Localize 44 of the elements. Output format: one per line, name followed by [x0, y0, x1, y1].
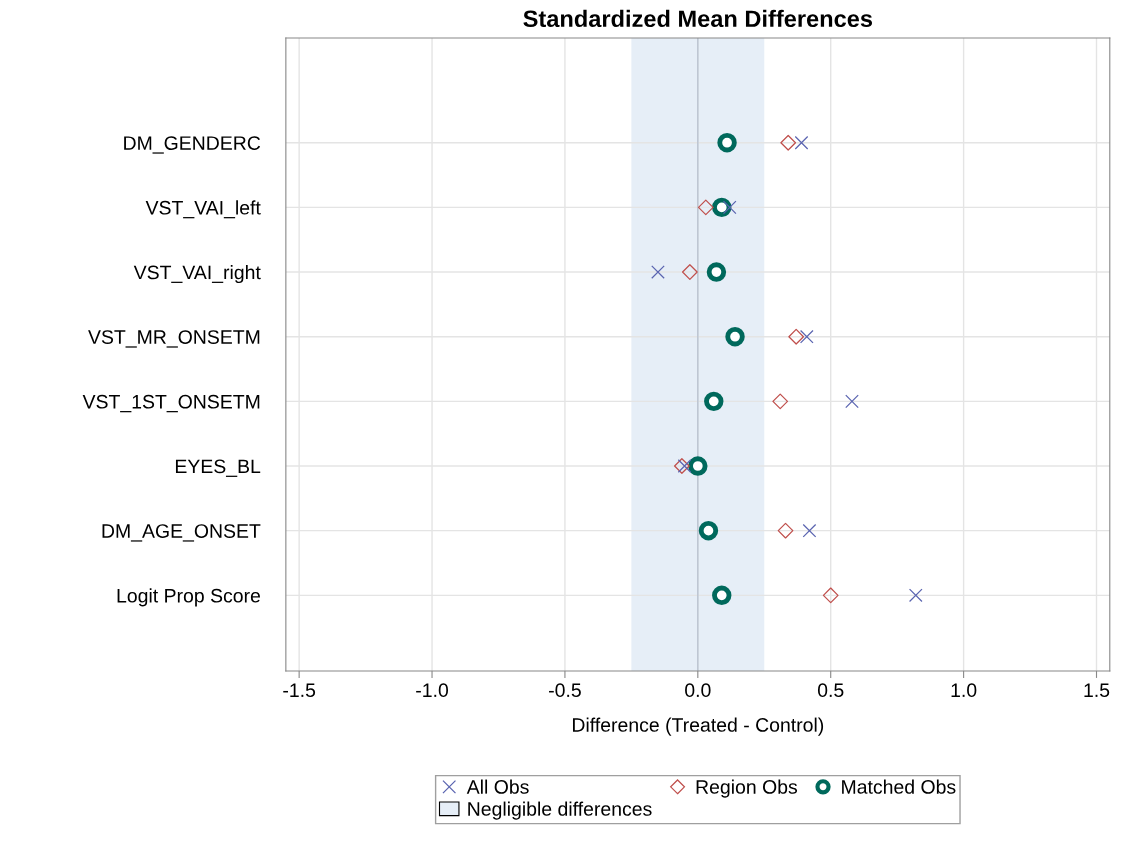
- point: [681, 264, 698, 280]
- y-tick-label: VST_VAI_right: [133, 265, 261, 284]
- point: [673, 458, 690, 474]
- y-tick-label: EYES_BL: [175, 459, 261, 477]
- legend-label: Region Obs: [696, 779, 798, 798]
- point: [651, 265, 665, 279]
- legend-label: Matched Obs: [842, 779, 956, 794]
- chart-title: Standardized Mean Differences: [523, 9, 873, 28]
- point: [799, 329, 814, 344]
- point: [725, 326, 745, 347]
- point: [677, 459, 692, 473]
- y-tick-label: DM_GENDERC: [124, 136, 261, 154]
- x-tick-label: 0.0: [685, 683, 711, 698]
- point: [704, 391, 724, 412]
- point: [706, 262, 727, 282]
- x-tick-label: -1.5: [283, 683, 316, 698]
- point: [794, 135, 809, 150]
- point: [712, 197, 732, 218]
- point: [698, 520, 719, 541]
- point: [908, 588, 923, 603]
- point: [822, 587, 839, 604]
- y-tick-label: DM_AGE_ONSET: [102, 524, 261, 542]
- x-axis-title: Difference (Treated - Control): [572, 717, 824, 736]
- x-tick-label: -0.5: [549, 683, 581, 698]
- point: [802, 523, 817, 538]
- y-tick-label: VST_MR_ONSETM: [88, 330, 260, 348]
- point: [697, 199, 714, 216]
- x-tick-label: 1.5: [1084, 683, 1110, 698]
- point: [777, 522, 794, 539]
- legend-label: Negligible differences: [468, 801, 652, 820]
- x-tick-label: -1.0: [416, 683, 449, 698]
- point: [780, 134, 797, 151]
- legend-label: All Obs: [466, 779, 529, 794]
- point: [688, 456, 708, 476]
- point: [845, 394, 859, 409]
- point: [788, 328, 805, 345]
- x-tick-label: 0.5: [817, 683, 844, 698]
- y-tick-label: VST_VAI_left: [145, 200, 261, 219]
- x-tick-label: 1.0: [951, 683, 977, 698]
- point: [712, 585, 732, 606]
- y-tick-label: Logit Prop Score: [117, 588, 260, 607]
- point: [772, 393, 789, 410]
- y-tick-label: VST_1ST_ONSETM: [82, 394, 260, 413]
- point: [717, 133, 737, 153]
